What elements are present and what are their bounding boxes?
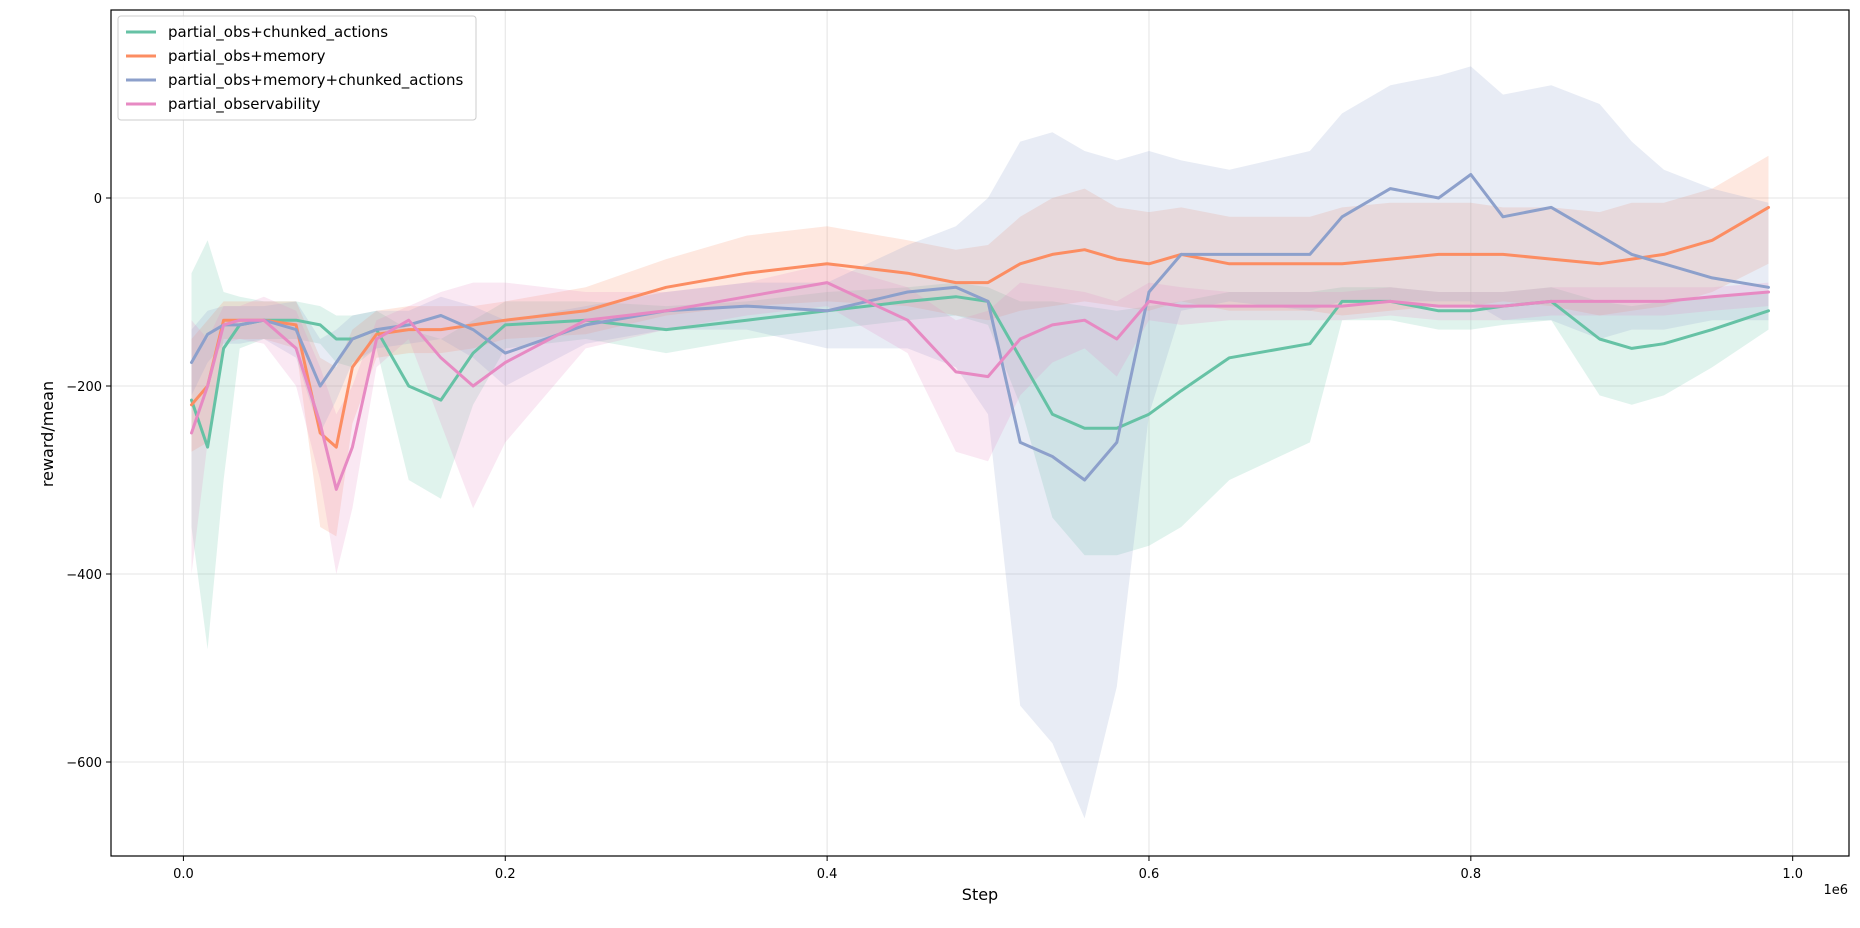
x-tick-label: 1.0	[1782, 867, 1803, 882]
plot-frame	[110, 9, 1850, 857]
x-tick-label: 0.8	[1460, 867, 1481, 882]
y-tick-label: −600	[66, 756, 102, 771]
y-tick-label: −400	[66, 568, 102, 583]
partial-observability-line	[190, 281, 1770, 491]
y-axis-ticks: −600 −400 −200 0	[66, 192, 111, 771]
series-lines	[190, 173, 1770, 491]
partial-observability-band	[191, 263, 1769, 574]
x-tick-label: 0.4	[817, 867, 838, 882]
legend-label: partial_obs+memory+chunked_actions	[168, 71, 463, 90]
legend: partial_obs+chunked_actions partial_obs+m…	[117, 15, 477, 121]
x-tick-label: 0.0	[173, 867, 194, 882]
partial-obs-memory-chunked-actions-line	[190, 173, 1770, 482]
x-axis-offset-label: 1e6	[1823, 883, 1848, 898]
y-tick-label: −200	[66, 380, 102, 395]
y-tick-label: 0	[94, 192, 102, 207]
std-bands	[191, 66, 1769, 819]
legend-box	[117, 15, 477, 121]
x-tick-label: 0.6	[1139, 867, 1160, 882]
partial-obs-chunked-actions-line	[190, 295, 1770, 449]
x-axis-ticks: 0.0 0.2 0.4 0.6 0.8 1.0	[173, 856, 1803, 882]
x-axis-label: Step	[962, 885, 998, 904]
y-axis-label: reward/mean	[38, 381, 57, 487]
x-tick-label: 0.2	[495, 867, 516, 882]
grid-lines	[111, 10, 1849, 856]
legend-label: partial_obs+memory	[168, 47, 326, 66]
partial-obs-memory-band	[191, 155, 1769, 537]
partial-obs-memory-line	[190, 205, 1770, 449]
partial-obs-chunked-actions-band	[191, 240, 1769, 650]
legend-label: partial_observability	[168, 95, 321, 114]
legend-label: partial_obs+chunked_actions	[168, 23, 388, 42]
partial-obs-memory-chunked-actions-band	[191, 66, 1769, 819]
